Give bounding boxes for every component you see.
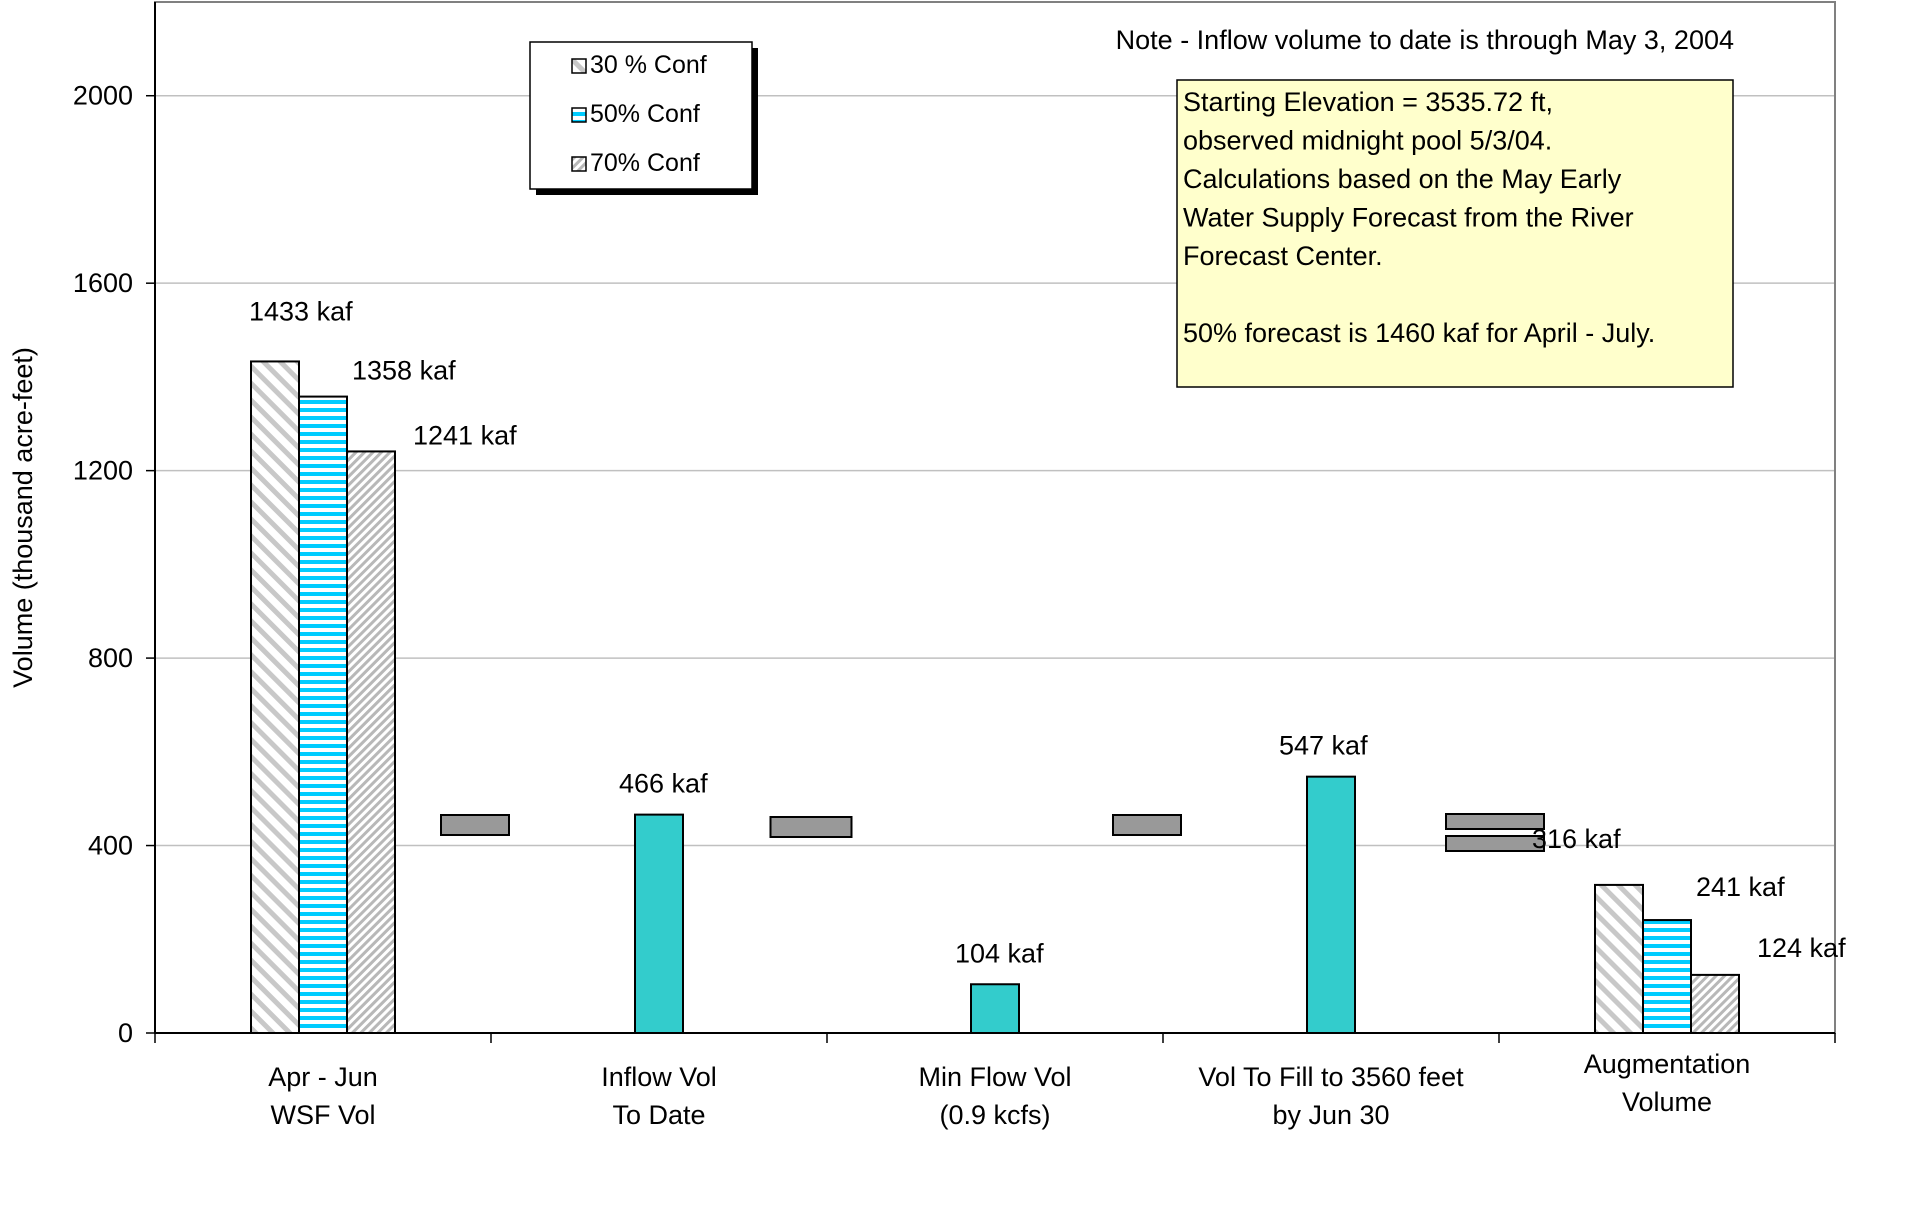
legend-label: 30 % Conf <box>590 51 707 79</box>
x-tick-label: To Date <box>612 1100 705 1130</box>
data-label: 104 kaf <box>955 938 1044 968</box>
bar-single <box>634 813 684 1035</box>
x-tick-label: Volume <box>1622 1087 1712 1117</box>
legend-label: 50% Conf <box>590 100 700 128</box>
legend: 30 % Conf 50% Conf 70% Conf <box>529 41 758 195</box>
x-tick-label: (0.9 kcfs) <box>939 1100 1050 1130</box>
y-tick-label: 800 <box>88 643 133 673</box>
y-axis-label: Volume (thousand acre-feet) <box>8 347 38 688</box>
info-box-line: Starting Elevation = 3535.72 ft, <box>1183 87 1553 117</box>
y-tick-label: 1600 <box>73 268 133 298</box>
legend-box <box>529 41 753 190</box>
info-box-line: Calculations based on the May Early <box>1183 164 1622 194</box>
data-label: 241 kaf <box>1696 872 1785 902</box>
minus-symbol <box>1112 814 1182 836</box>
legend-swatch <box>571 107 587 123</box>
x-tick-label: Apr - Jun <box>268 1062 378 1092</box>
equals-symbol-bottom <box>1445 835 1545 852</box>
info-box-line: observed midnight pool 5/3/04. <box>1183 126 1552 156</box>
data-label: 466 kaf <box>619 769 708 799</box>
info-box-line: 50% forecast is 1460 kaf for April - Jul… <box>1183 318 1655 348</box>
plus-symbol <box>769 816 853 838</box>
info-box-line: Forecast Center. <box>1183 241 1383 271</box>
bar-wsf-0 <box>250 360 300 1034</box>
bar-single <box>970 983 1020 1035</box>
bar-augmentation-2 <box>1690 973 1740 1035</box>
data-label: 316 kaf <box>1532 824 1621 854</box>
data-label: 1433 kaf <box>249 296 353 326</box>
equals-symbol-top <box>1445 813 1545 830</box>
y-tick-label: 1200 <box>73 456 133 486</box>
y-tick-label: 0 <box>118 1018 133 1048</box>
bar-wsf-2 <box>346 450 396 1034</box>
legend-label: 70% Conf <box>590 149 700 177</box>
x-tick-label: Vol To Fill to 3560 feet <box>1198 1062 1464 1092</box>
info-box-line: Water Supply Forecast from the River <box>1183 203 1634 233</box>
labels: 466 kaf 104 kaf 547 kaf 1433 kaf 1358 kaf 124… <box>249 296 1846 968</box>
bar-augmentation-0 <box>1594 883 1644 1034</box>
notes: Note - Inflow volume to date is through … <box>1116 25 1734 388</box>
data-label: 1358 kaf <box>352 356 456 386</box>
bar-augmentation-1 <box>1642 919 1692 1035</box>
info-box <box>1176 79 1734 388</box>
data-label: 124 kaf <box>1757 933 1846 963</box>
bar-single <box>1306 775 1356 1034</box>
x-tick-label: Inflow Vol <box>601 1062 717 1092</box>
x-tick-label: Augmentation <box>1584 1049 1751 1079</box>
x-tick-label: WSF Vol <box>270 1100 375 1130</box>
legend-swatch <box>571 58 587 74</box>
data-label: 1241 kaf <box>413 420 517 450</box>
note-text: Note - Inflow volume to date is through … <box>1116 25 1734 55</box>
y-tick-label: 400 <box>88 831 133 861</box>
data-label: 547 kaf <box>1279 731 1368 761</box>
y-tick-label: 2000 <box>73 81 133 111</box>
bar-wsf-1 <box>298 395 348 1035</box>
x-tick-label: Min Flow Vol <box>918 1062 1071 1092</box>
x-tick-label: by Jun 30 <box>1272 1100 1389 1130</box>
legend-swatch <box>571 156 587 172</box>
operator-symbols <box>440 813 1545 852</box>
minus-symbol <box>440 814 510 836</box>
bars <box>250 360 1740 1035</box>
